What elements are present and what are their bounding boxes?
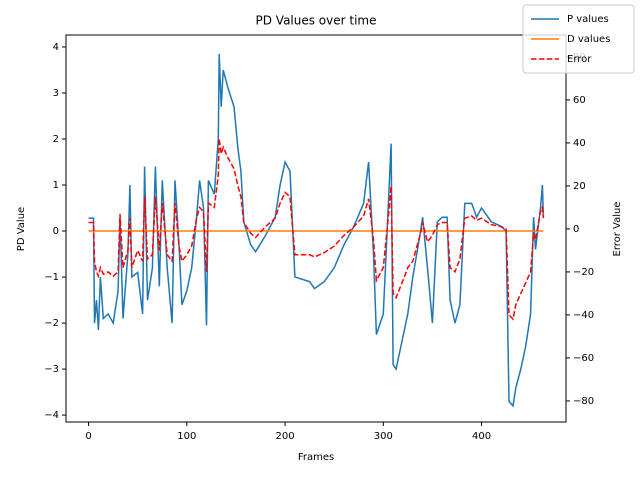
x-tick-label: 200	[276, 431, 295, 442]
y2-tick-label: −60	[573, 353, 594, 364]
legend-label: P values	[567, 14, 609, 25]
y2-tick-label: −40	[573, 310, 594, 321]
y2-tick-label: 60	[573, 95, 586, 106]
y-tick-label: 4	[53, 42, 59, 53]
legend-label: D values	[567, 34, 610, 45]
y-tick-label: 1	[53, 180, 59, 191]
x-tick-label: 400	[472, 431, 491, 442]
y2-tick-label: 0	[573, 224, 579, 235]
y-tick-label: 3	[53, 88, 59, 99]
plot-frame	[65, 34, 567, 423]
x-tick-label: 0	[85, 431, 91, 442]
x-tick-label: 100	[177, 431, 196, 442]
chart-title: PD Values over time	[256, 14, 377, 28]
line-series	[88, 53, 545, 408]
x-tick-label: 300	[374, 431, 393, 442]
y-tick-label: 2	[53, 134, 59, 145]
x-axis-label: Frames	[298, 452, 334, 463]
y2-tick-label: 20	[573, 181, 586, 192]
y2-tick-label: −80	[573, 396, 594, 407]
legend-box	[522, 4, 635, 74]
y-tick-label: −4	[44, 410, 59, 421]
y-tick-label: 0	[53, 226, 59, 237]
y-tick-label: −1	[44, 272, 59, 283]
y-tick-label: −2	[44, 318, 59, 329]
line-series	[88, 138, 545, 321]
y-tick-label: −3	[44, 364, 59, 375]
y-axis-label: PD Value	[16, 207, 27, 251]
y2-axis-label: Error Value	[612, 201, 623, 256]
y2-tick-label: 40	[573, 138, 586, 149]
legend-label: Error	[567, 54, 592, 65]
y2-tick-label: −20	[573, 267, 594, 278]
